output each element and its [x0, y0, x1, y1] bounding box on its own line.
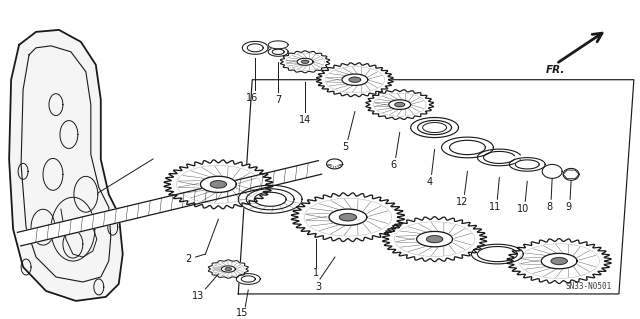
Polygon shape	[280, 51, 330, 73]
Polygon shape	[236, 274, 260, 284]
Polygon shape	[477, 149, 520, 166]
Text: 11: 11	[489, 202, 502, 212]
Text: 15: 15	[236, 308, 248, 318]
Polygon shape	[349, 77, 361, 82]
Polygon shape	[551, 257, 567, 264]
Text: 7: 7	[275, 95, 281, 105]
Polygon shape	[209, 260, 248, 278]
Polygon shape	[268, 47, 288, 56]
Polygon shape	[417, 231, 452, 247]
Text: 13: 13	[192, 291, 205, 301]
Polygon shape	[563, 168, 579, 180]
Polygon shape	[411, 117, 458, 137]
Text: SN33-N0501: SN33-N0501	[566, 282, 612, 291]
Text: 1: 1	[313, 268, 319, 278]
Polygon shape	[317, 63, 393, 97]
Polygon shape	[542, 164, 562, 178]
Polygon shape	[221, 266, 236, 272]
Polygon shape	[541, 253, 577, 269]
Polygon shape	[291, 193, 404, 241]
Polygon shape	[342, 74, 368, 85]
Polygon shape	[9, 30, 123, 301]
Polygon shape	[509, 158, 545, 171]
Polygon shape	[477, 247, 517, 262]
Polygon shape	[329, 209, 367, 225]
Text: 9: 9	[565, 202, 571, 212]
Text: 8: 8	[546, 202, 552, 212]
Polygon shape	[238, 185, 302, 213]
Polygon shape	[225, 268, 232, 271]
Text: 10: 10	[517, 204, 529, 214]
Polygon shape	[339, 213, 356, 221]
Polygon shape	[388, 100, 411, 109]
Polygon shape	[297, 58, 313, 65]
Polygon shape	[418, 121, 452, 135]
Polygon shape	[515, 160, 540, 169]
Polygon shape	[164, 160, 273, 209]
Polygon shape	[243, 41, 268, 54]
Text: 6: 6	[390, 160, 397, 170]
Polygon shape	[426, 236, 443, 243]
Polygon shape	[272, 49, 284, 55]
Polygon shape	[472, 244, 524, 264]
Text: 4: 4	[426, 177, 433, 187]
Polygon shape	[211, 181, 227, 188]
Polygon shape	[17, 160, 322, 246]
Text: 16: 16	[246, 93, 259, 103]
Text: FR.: FR.	[546, 65, 566, 75]
Polygon shape	[326, 159, 342, 169]
Polygon shape	[200, 176, 236, 192]
Polygon shape	[241, 276, 255, 282]
Polygon shape	[507, 239, 611, 284]
Polygon shape	[301, 60, 308, 63]
Polygon shape	[395, 102, 404, 107]
Text: 14: 14	[299, 115, 311, 124]
Polygon shape	[366, 90, 433, 120]
Polygon shape	[247, 44, 263, 52]
Polygon shape	[442, 137, 493, 158]
Text: 3: 3	[315, 282, 321, 292]
Text: 12: 12	[456, 197, 468, 207]
Text: 2: 2	[186, 254, 191, 264]
Text: 5: 5	[342, 143, 348, 152]
Polygon shape	[268, 41, 288, 49]
Polygon shape	[254, 192, 286, 206]
Polygon shape	[383, 217, 486, 262]
Polygon shape	[449, 140, 485, 155]
Polygon shape	[246, 189, 294, 210]
Polygon shape	[422, 122, 447, 133]
